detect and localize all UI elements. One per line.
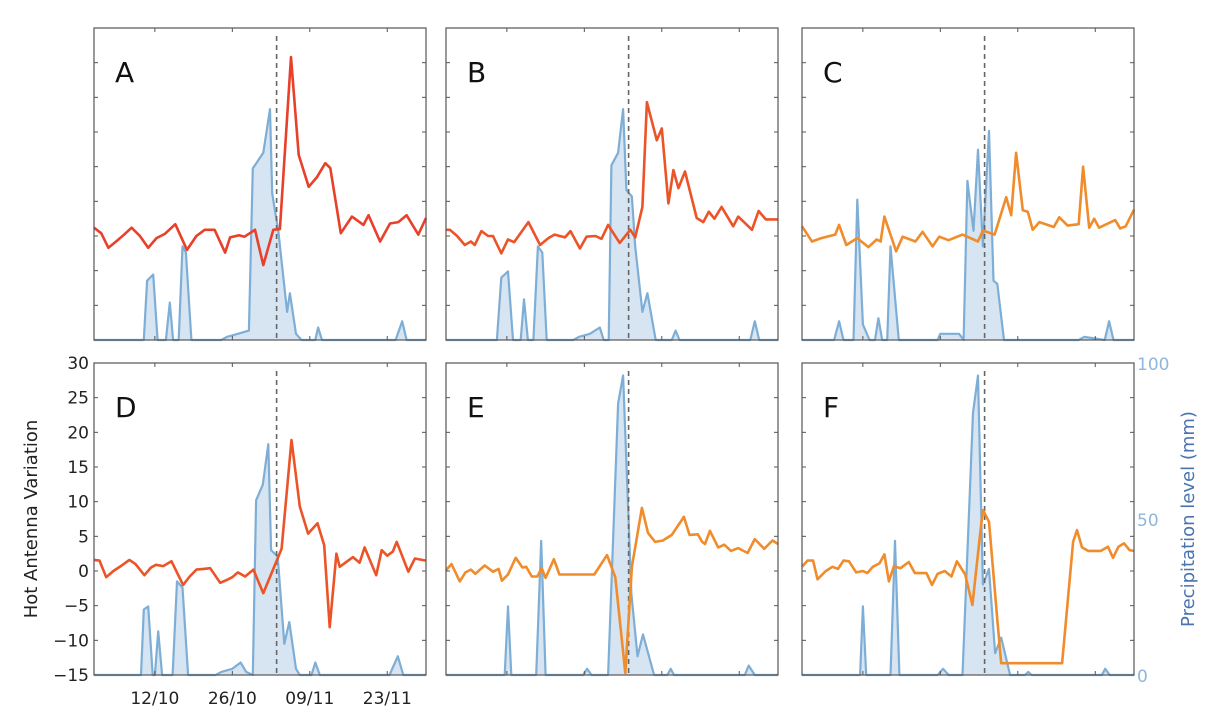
variation-line (801, 508, 1135, 665)
precipitation-area (94, 109, 426, 340)
y-tick-label: 15 (67, 458, 89, 478)
x-tick-label: 26/10 (208, 689, 257, 709)
variation-line (800, 151, 1136, 253)
panel-label: B (467, 56, 486, 89)
y2-tick-label: 100 (1137, 355, 1169, 375)
variation-line (445, 506, 779, 675)
panel-d: D 30 25 20 15 10 5 0 −5 −10 −15 12/10 26/10 09/11 23/1… (53, 354, 427, 709)
variation-line (93, 438, 427, 629)
y-tick-label: 20 (67, 423, 89, 443)
panel-c: C (800, 27, 1136, 342)
panel-label: D (115, 391, 137, 424)
y2-axis-title: Precipitation level (mm) (1178, 411, 1199, 627)
precipitation-area (94, 444, 426, 675)
y-tick-label: 25 (67, 389, 89, 409)
precipitation-area (446, 109, 778, 340)
y-axis-title: Hot Antenna Variation (21, 420, 42, 619)
panel-e: E (445, 362, 779, 677)
plot-frame (801, 27, 1135, 341)
panel-label: A (115, 56, 134, 89)
panel-f: F 100 50 0 (801, 355, 1169, 687)
plot-frame (445, 27, 779, 341)
panel-a: A (93, 27, 428, 342)
y-tick-label: −5 (64, 597, 89, 617)
variation-line (446, 100, 778, 255)
y-tick-label: 0 (78, 562, 89, 582)
plot-frame (445, 362, 779, 676)
precipitation-line (94, 107, 426, 342)
precipitation-area (802, 375, 1134, 675)
y2-tick-label: 50 (1137, 511, 1159, 531)
panel-b: B (445, 27, 779, 342)
x-tick-label: 23/11 (363, 689, 412, 709)
precipitation-line (94, 443, 426, 677)
plot-frame (93, 27, 427, 341)
panel-label: E (467, 391, 485, 424)
plot-frame (801, 362, 1135, 676)
panel-label: C (823, 56, 843, 89)
variation-line (93, 55, 428, 267)
x-tick-label: 12/10 (130, 689, 179, 709)
y-tick-label: 30 (67, 354, 89, 374)
y-tick-label: −15 (53, 666, 89, 686)
y2-tick-label: 0 (1137, 667, 1148, 687)
x-tick-label: 09/11 (285, 689, 334, 709)
panel-label: F (823, 391, 839, 424)
y-tick-label: 10 (67, 493, 89, 513)
plot-frame (93, 362, 427, 676)
y-tick-label: −10 (53, 631, 89, 651)
precipitation-area (446, 375, 778, 675)
y-tick-label: 5 (78, 527, 89, 547)
precipitation-area (802, 131, 1134, 340)
